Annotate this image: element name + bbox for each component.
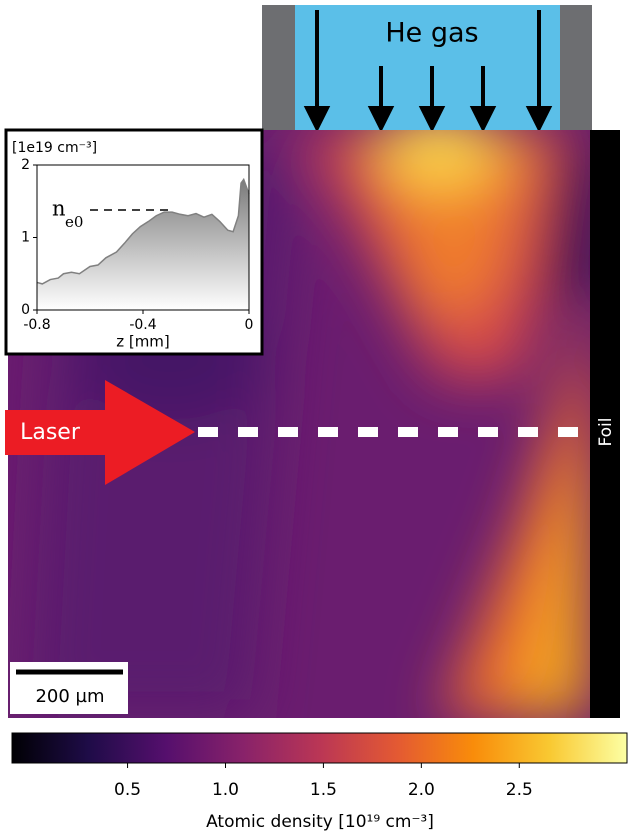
- y-tick-label: 2: [21, 157, 30, 173]
- gas-label: He gas: [385, 18, 478, 49]
- colorbar: [11, 732, 628, 764]
- colorbar-tick-label: 2.0: [408, 780, 435, 800]
- colorbar-tick-label: 1.0: [212, 780, 239, 800]
- colorbar-tick-label: 2.5: [506, 780, 533, 800]
- laser-label: Laser: [20, 420, 81, 445]
- colorbar-tick-label: 1.5: [310, 780, 337, 800]
- area-line: [36, 177, 250, 285]
- foil-label: Foil: [596, 417, 616, 446]
- gas-arrows: [303, 10, 553, 133]
- inset-x-label: z [mm]: [116, 333, 170, 351]
- laser-arrow: [5, 380, 195, 485]
- y-tick-label: 1: [21, 230, 30, 246]
- annotation-sub: e0: [65, 213, 83, 231]
- x-tick-label: 0: [245, 317, 254, 333]
- area-fill: [37, 179, 249, 310]
- colorbar-label: Atomic density [10¹⁹ cm⁻³]: [206, 812, 434, 832]
- y-tick-label: 0: [21, 302, 30, 318]
- x-tick-label: -0.4: [129, 317, 156, 333]
- annotation-main: n: [52, 197, 66, 221]
- foil: [590, 130, 620, 718]
- scale-label: 200 µm: [35, 686, 104, 707]
- inset-unit: [1e19 cm⁻³]: [12, 140, 97, 156]
- colorbar-tick-label: 0.5: [114, 780, 141, 800]
- x-tick-label: -0.8: [23, 317, 50, 333]
